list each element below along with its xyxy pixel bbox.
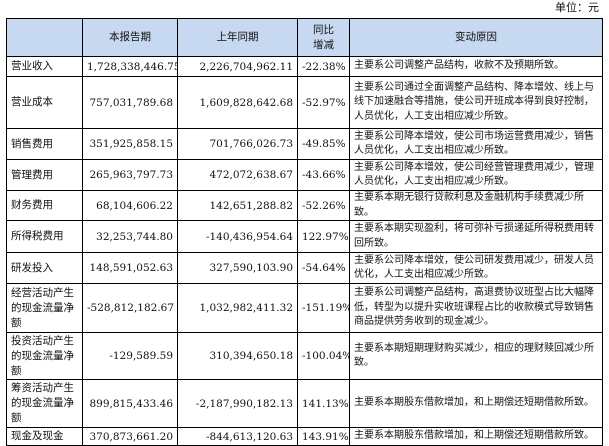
table-row: 所得税费用 32,253,744.80 -140,436,954.64 122.… (6, 220, 603, 253)
table-row: 营业成本 757,031,789.68 1,609,828,642.68 -52… (6, 76, 603, 129)
row-reason: 主要系公司降本增效，使公司市场运营费用减少，销售人员优化，人工支出相应减少所致。 (349, 128, 603, 160)
table-row: 研发投入 148,591,052.63 327,590,103.90 -54.6… (6, 252, 603, 284)
row-current: 757,031,789.68 (82, 76, 178, 129)
row-current: 351,925,858.15 (82, 128, 178, 160)
table-row: 经营活动产生的现金流量净额 -528,812,182.67 1,032,982,… (6, 283, 603, 333)
row-reason: 主要系本期无银行贷款利息及金融机构手续费减少所致。 (349, 190, 603, 221)
row-change: -52.26% (297, 190, 350, 221)
row-change: -52.97% (297, 76, 350, 129)
row-item: 财务费用 (6, 190, 83, 221)
header-change-reason: 变动原因 (349, 18, 603, 57)
table-row: 管理费用 265,963,797.73 472,072,638.67 -43.6… (6, 159, 603, 191)
header-current-period: 本报告期 (82, 18, 178, 57)
row-current: 370,873,661.20 (82, 427, 178, 446)
row-item: 研发投入 (6, 252, 83, 284)
row-item: 投资活动产生的现金流量净额 (6, 332, 83, 380)
row-change: -43.66% (297, 159, 350, 191)
row-prior: 310,394,650.18 (177, 332, 298, 380)
row-current: -528,812,182.67 (82, 283, 178, 333)
row-current: 148,591,052.63 (82, 252, 178, 284)
row-prior: 1,609,828,642.68 (177, 76, 298, 129)
row-prior: 472,072,638.67 (177, 159, 298, 191)
row-current: -129,589.59 (82, 332, 178, 380)
row-prior: -2,187,990,182.13 (177, 379, 298, 428)
row-item: 营业成本 (6, 76, 83, 129)
row-item: 营业收入 (6, 56, 83, 77)
row-change: 143.91% (297, 427, 350, 446)
row-change: -100.04% (297, 332, 350, 380)
table-row: 投资活动产生的现金流量净额 -129,589.59 310,394,650.18… (6, 332, 603, 380)
row-current: 32,253,744.80 (82, 220, 178, 253)
table-row: 筹资活动产生的现金流量净额 899,815,433.46 -2,187,990,… (6, 379, 603, 428)
row-item: 现金及现金 (6, 427, 83, 446)
financial-change-table: 本报告期 上年同期 同比增减 变动原因 营业收入 1,728,338,446.7… (6, 18, 603, 446)
row-prior: 142,651,288.82 (177, 190, 298, 221)
header-yoy-change: 同比增减 (297, 18, 350, 57)
row-current: 1,728,338,446.75 (82, 56, 178, 77)
header-prior-period: 上年同期 (177, 18, 298, 57)
row-item: 筹资活动产生的现金流量净额 (6, 379, 83, 428)
table-row: 现金及现金 370,873,661.20 -844,613,120.63 143… (6, 427, 603, 446)
row-prior: 2,226,704,962.11 (177, 56, 298, 77)
row-current: 265,963,797.73 (82, 159, 178, 191)
row-prior: 1,032,982,411.32 (177, 283, 298, 333)
row-reason: 主要系本期实现盈利，将可弥补亏损递延所得税费用转回所致。 (349, 220, 603, 253)
row-change: 141.13% (297, 379, 350, 428)
row-item: 经营活动产生的现金流量净额 (6, 283, 83, 333)
row-reason: 主要系公司降本增效，使公司研发费用减少，研发人员优化，人工支出相应减少所致。 (349, 252, 603, 284)
row-prior: -140,436,954.64 (177, 220, 298, 253)
row-prior: 701,766,026.73 (177, 128, 298, 160)
unit-label: 单位：元 (555, 1, 599, 14)
row-change: -22.38% (297, 56, 350, 77)
row-item: 管理费用 (6, 159, 83, 191)
row-prior: 327,590,103.90 (177, 252, 298, 284)
row-change: -49.85% (297, 128, 350, 160)
row-reason: 主要系公司调整产品结构，收款不及预期所致。 (349, 56, 603, 77)
row-change: -54.64% (297, 252, 350, 284)
header-item (6, 18, 83, 57)
table-row: 财务费用 68,104,606.22 142,651,288.82 -52.26… (6, 190, 603, 221)
row-reason: 主要系公司降本增效，使公司经营管理费用减少，管理人员优化，人工支出相应减少所致。 (349, 159, 603, 191)
row-change: 122.97% (297, 220, 350, 253)
row-item: 所得税费用 (6, 220, 83, 253)
row-reason: 主要系公司调整产品结构，高退费协议班型占比大幅降低，转型为以提升实收班课程占比的… (349, 283, 603, 333)
row-change: -151.19% (297, 283, 350, 333)
row-reason: 主要系本期股东借款增加，和上期偿还短期借款所致。 (349, 427, 603, 446)
row-reason: 主要系本期股东借款增加，和上期偿还短期借款所致。 (349, 379, 603, 428)
table-header-row: 本报告期 上年同期 同比增减 变动原因 (6, 18, 603, 57)
row-current: 68,104,606.22 (82, 190, 178, 221)
row-reason: 主要系公司通过全面调整产品结构、降本增效、线上与线下加速融合等措施，使公司开班成… (349, 76, 603, 129)
row-item: 销售费用 (6, 128, 83, 160)
table-row: 销售费用 351,925,858.15 701,766,026.73 -49.8… (6, 128, 603, 160)
row-current: 899,815,433.46 (82, 379, 178, 428)
table-row: 营业收入 1,728,338,446.75 2,226,704,962.11 -… (6, 56, 603, 77)
row-reason: 主要系本期短期理财购买减少，相应的理财赎回减少所致。 (349, 332, 603, 380)
row-prior: -844,613,120.63 (177, 427, 298, 446)
